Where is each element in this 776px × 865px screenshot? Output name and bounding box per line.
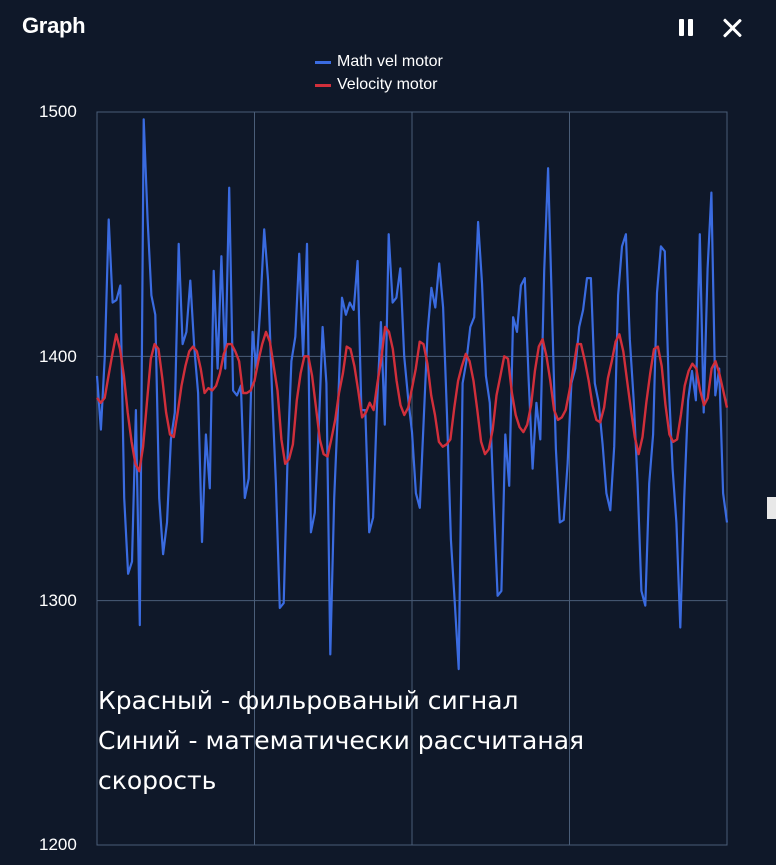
graph-title: Graph (22, 13, 86, 38)
series-line-velocity-motor (96, 325, 729, 473)
legend-label-math-vel: Math vel motor (337, 53, 443, 70)
legend-item-math-vel[interactable]: Math vel motor (315, 50, 443, 73)
pause-bar-left (679, 19, 684, 36)
legend-swatch-velocity (315, 84, 331, 87)
resize-handle[interactable] (767, 497, 776, 519)
graph-header: Graph (0, 0, 776, 56)
series-line-math-vel-motor (95, 118, 729, 671)
annotation-line-1: Красный - фильрованый сигнал (98, 686, 519, 715)
legend-item-velocity[interactable]: Velocity motor (315, 73, 443, 96)
pause-icon[interactable] (674, 16, 698, 40)
chart-legend: Math vel motor Velocity motor (315, 50, 443, 96)
y-tick-label-1500: 1500 (39, 102, 77, 121)
pause-bar-right (688, 19, 693, 36)
annotation-line-3: скорость (98, 766, 217, 795)
y-tick-label-1400: 1400 (39, 347, 77, 366)
y-tick-label-1200: 1200 (39, 835, 77, 854)
annotation-line-2: Синий - математически рассчитаная (98, 726, 585, 755)
legend-label-velocity: Velocity motor (337, 76, 438, 93)
y-tick-label-1300: 1300 (39, 591, 77, 610)
legend-swatch-math-vel (315, 61, 331, 64)
